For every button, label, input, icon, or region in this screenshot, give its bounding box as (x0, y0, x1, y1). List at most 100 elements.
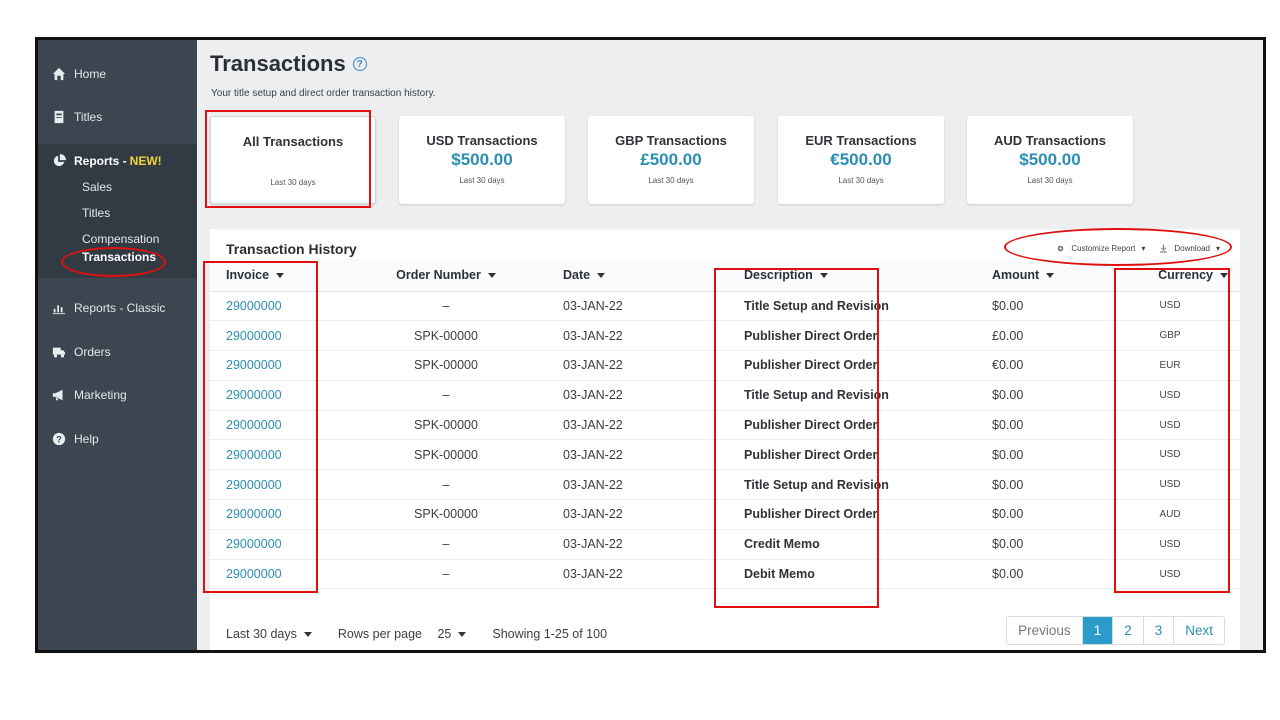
date-range-select[interactable]: Last 30 days (226, 627, 312, 641)
sidebar-item-label: Reports - (74, 154, 127, 168)
column-header-order-number[interactable]: Order Number (363, 259, 529, 292)
sidebar-item-marketing[interactable]: Marketing (38, 385, 127, 405)
column-header-description[interactable]: Description (710, 259, 950, 292)
sidebar-item-help[interactable]: ? Help (38, 429, 99, 449)
sidebar-item-label: Home (74, 67, 107, 81)
currency-cell: USD (1100, 410, 1240, 441)
page-title: Transactions ? (210, 51, 367, 77)
pagination-page-2[interactable]: 2 (1112, 617, 1143, 644)
column-header-currency[interactable]: Currency (1100, 259, 1240, 292)
date-cell: 03-JAN-22 (529, 529, 710, 560)
sidebar-subitem-compensation[interactable]: Compensation (82, 232, 160, 246)
table-row: 29000000–03-JAN-22 Title Setup and Revisi… (210, 469, 1240, 501)
invoice-cell[interactable]: 29000000 (210, 380, 363, 411)
sort-caret-icon (597, 272, 606, 278)
card-title: AUD Transactions (994, 133, 1106, 148)
date-cell: 03-JAN-22 (529, 439, 710, 471)
sidebar-item-reports[interactable]: Reports - NEW! (38, 151, 162, 171)
book-icon (52, 110, 66, 124)
card-period: Last 30 days (648, 176, 694, 185)
help-icon[interactable]: ? (352, 57, 367, 71)
invoice-cell[interactable]: 29000000 (210, 350, 363, 381)
date-cell: 03-JAN-22 (529, 499, 710, 530)
table-row: 29000000 SPK-00000 03-JAN-22 Publisher Dire… (210, 499, 1240, 530)
card-amount: €500.00 (830, 150, 892, 169)
home-icon (52, 67, 66, 81)
currency-cell: USD (1100, 380, 1240, 411)
reports-group: Reports - NEW! Sales Titles Compensation… (38, 144, 197, 278)
column-header-invoice[interactable]: Invoice (210, 259, 363, 292)
currency-cell: GBP (1100, 320, 1240, 352)
currency-cell: USD (1100, 469, 1240, 501)
date-cell: 03-JAN-22 (529, 410, 710, 441)
page-subtitle: Your title setup and direct order transa… (211, 88, 436, 99)
table-row: 29000000 SPK-00000 03-JAN-22 Publisher Dire… (210, 410, 1240, 441)
chevron-down-icon (303, 632, 312, 638)
card-gbp-transactions[interactable]: GBP Transactions £500.00 Last 30 days (588, 116, 754, 204)
invoice-cell[interactable]: 29000000 (210, 529, 363, 560)
table-row: 29000000 SPK-00000 03-JAN-22 Publisher Dire… (210, 439, 1240, 471)
sidebar-item-titles[interactable]: Titles (38, 107, 102, 127)
card-period: Last 30 days (838, 176, 884, 185)
annotation-circle-report-tools (1004, 228, 1232, 266)
sort-caret-icon (1046, 272, 1055, 278)
table-body: 29000000–03-JAN-22 Title Setup and Revisi… (210, 291, 1240, 590)
description-cell: Publisher Direct Order (710, 439, 950, 471)
invoice-cell[interactable]: 29000000 (210, 291, 363, 322)
table-row: 29000000–03-JAN-22 Credit Memo $0.00 USD (210, 529, 1240, 560)
order-number-cell: – (363, 469, 529, 501)
annotation-box-invoice-column (203, 261, 318, 593)
card-eur-transactions[interactable]: EUR Transactions €500.00 Last 30 days (778, 116, 944, 204)
sidebar-item-orders[interactable]: Orders (38, 342, 111, 362)
date-cell: 03-JAN-22 (529, 291, 710, 322)
column-header-date[interactable]: Date (529, 259, 710, 292)
invoice-cell[interactable]: 29000000 (210, 320, 363, 352)
chevron-down-icon (458, 632, 467, 638)
order-number-cell: – (363, 291, 529, 322)
pagination-page-1[interactable]: 1 (1081, 617, 1113, 644)
amount-cell: $0.00 (950, 469, 1100, 501)
currency-cell: EUR (1100, 350, 1240, 381)
annotation-circle-transactions (61, 247, 166, 277)
sidebar-item-home[interactable]: Home (38, 64, 106, 84)
description-cell: Title Setup and Revision (710, 291, 950, 322)
invoice-cell[interactable]: 29000000 (210, 410, 363, 441)
invoice-cell[interactable]: 29000000 (210, 499, 363, 530)
pagination-previous[interactable]: Previous (1007, 617, 1082, 644)
svg-text:?: ? (56, 435, 61, 445)
description-cell: Publisher Direct Order (710, 350, 950, 381)
sidebar-item-reports-classic[interactable]: Reports - Classic (38, 298, 165, 318)
sort-caret-icon (1220, 272, 1228, 278)
date-cell: 03-JAN-22 (529, 320, 710, 352)
card-usd-transactions[interactable]: USD Transactions $500.00 Last 30 days (399, 116, 565, 204)
sort-caret-icon (819, 272, 828, 278)
help-circle-icon: ? (52, 432, 66, 446)
order-number-cell: SPK-00000 (363, 439, 529, 471)
table-row: 29000000–03-JAN-22 Title Setup and Revisi… (210, 291, 1240, 322)
amount-cell: $0.00 (950, 410, 1100, 441)
pagination-page-3[interactable]: 3 (1142, 617, 1174, 644)
amount-cell: $0.00 (950, 499, 1100, 530)
sort-caret-icon (276, 272, 285, 278)
truck-icon (52, 345, 66, 359)
rows-per-page-select[interactable]: 25 (437, 627, 467, 641)
card-title: GBP Transactions (615, 133, 727, 148)
order-number-cell: SPK-00000 (363, 350, 529, 381)
table-row: 29000000–03-JAN-22 Title Setup and Revisi… (210, 380, 1240, 411)
sidebar: Home Titles Reports - NEW! Sales Titles … (38, 40, 197, 650)
invoice-cell[interactable]: 29000000 (210, 439, 363, 471)
amount-cell: £0.00 (950, 320, 1100, 352)
sidebar-subitem-sales[interactable]: Sales (82, 180, 113, 194)
pagination-next[interactable]: Next (1173, 617, 1224, 644)
invoice-cell[interactable]: 29000000 (210, 469, 363, 501)
card-all-transactions[interactable]: All Transactions Last 30 days (210, 116, 376, 204)
currency-cell: USD (1100, 529, 1240, 560)
description-cell: Debit Memo (710, 559, 950, 590)
sidebar-subitem-titles[interactable]: Titles (82, 206, 111, 220)
sidebar-item-label: Help (74, 432, 99, 446)
card-amount: £500.00 (640, 150, 702, 169)
card-aud-transactions[interactable]: AUD Transactions $500.00 Last 30 days (967, 116, 1133, 204)
invoice-cell[interactable]: 29000000 (210, 559, 363, 590)
sidebar-item-label: Orders (74, 345, 111, 359)
amount-cell: $0.00 (950, 439, 1100, 471)
